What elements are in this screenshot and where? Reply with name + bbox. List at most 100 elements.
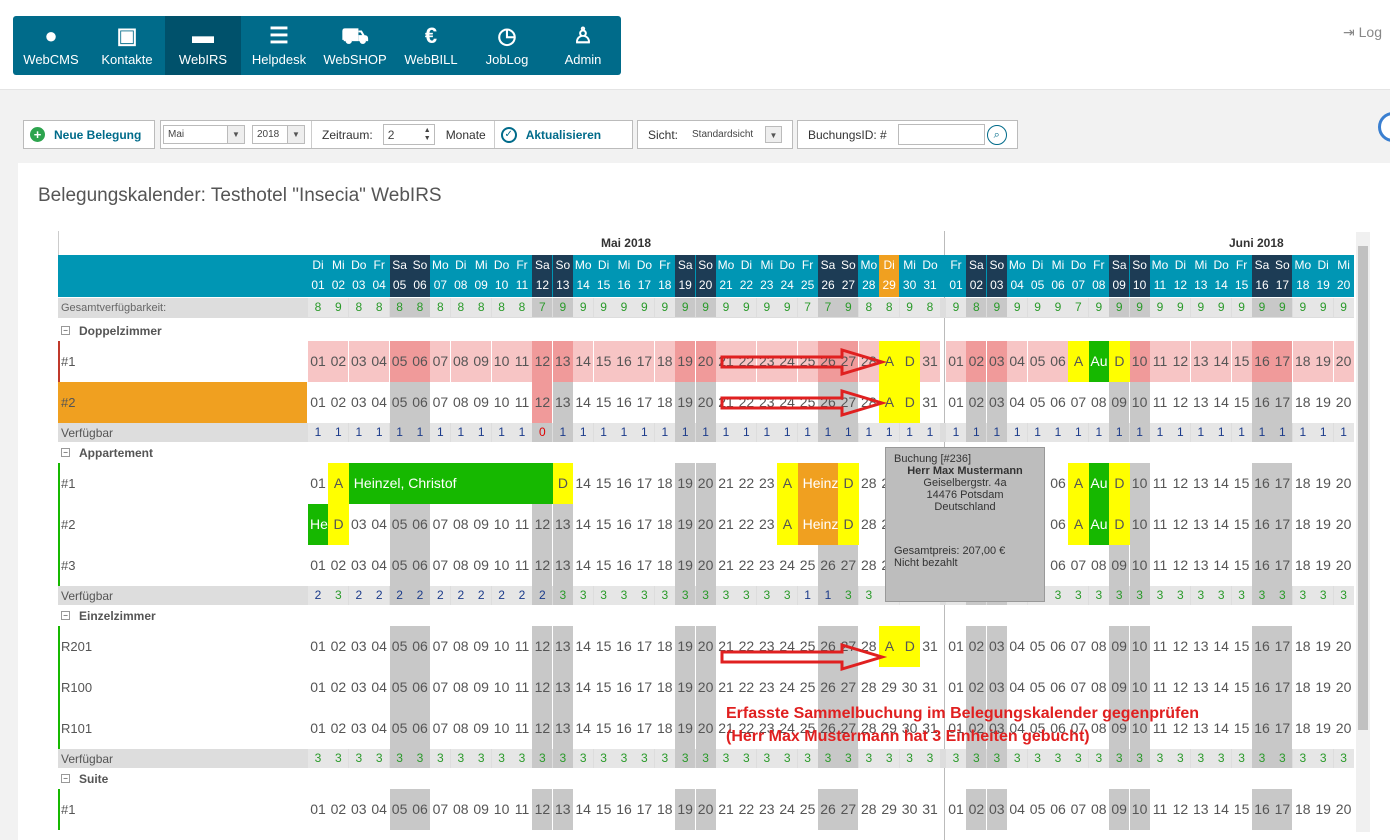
day-cell[interactable]: 03 [986, 626, 1007, 667]
nav-item-webirs[interactable]: ▬ WebIRS [165, 16, 241, 75]
day-cell[interactable]: 14 [1211, 341, 1232, 382]
day-cell[interactable]: 16 [614, 504, 634, 545]
day-cell[interactable]: 09 [471, 708, 492, 749]
day-cell[interactable]: 08 [450, 504, 471, 545]
day-cell[interactable]: 03 [986, 708, 1007, 749]
booking-block[interactable]: A [879, 382, 900, 423]
day-cell[interactable]: 13 [1190, 626, 1211, 667]
day-cell[interactable]: 05 [389, 545, 410, 586]
day-cell[interactable]: 10 [1129, 667, 1150, 708]
day-cell[interactable]: 21 [716, 708, 736, 749]
day-cell[interactable]: 06 [410, 789, 430, 830]
day-cell[interactable]: 17 [634, 667, 655, 708]
day-cell[interactable]: 16 [1252, 545, 1272, 586]
day-cell[interactable]: 12 [532, 504, 553, 545]
day-cell[interactable]: 19 [675, 382, 696, 423]
booking-block[interactable]: Au [1088, 463, 1110, 504]
day-cell[interactable]: 10 [1129, 708, 1150, 749]
booking-block[interactable]: D [552, 463, 574, 504]
day-cell[interactable]: 19 [1313, 463, 1334, 504]
day-cell[interactable]: 27 [838, 545, 859, 586]
day-cell[interactable]: 16 [1252, 382, 1272, 423]
nav-item-webshop[interactable]: ⛟ WebSHOP [323, 23, 387, 68]
day-cell[interactable]: 18 [1292, 504, 1313, 545]
day-cell[interactable]: 17 [634, 545, 655, 586]
day-cell[interactable]: 09 [1109, 708, 1130, 749]
day-cell[interactable]: 17 [1272, 667, 1293, 708]
day-cell[interactable]: 21 [716, 545, 736, 586]
nav-item-joblog[interactable]: ◷ JobLog [485, 23, 529, 68]
day-cell[interactable]: 24 [777, 341, 798, 382]
day-cell[interactable]: 05 [1027, 382, 1048, 423]
day-cell[interactable]: 20 [695, 504, 716, 545]
day-cell[interactable]: 12 [1170, 708, 1191, 749]
day-cell[interactable]: 04 [369, 504, 390, 545]
day-cell[interactable]: 12 [1170, 341, 1191, 382]
day-cell[interactable]: 18 [654, 545, 675, 586]
day-cell[interactable]: 28 [858, 504, 879, 545]
day-cell[interactable]: 03 [986, 341, 1007, 382]
day-cell[interactable]: 03 [348, 382, 369, 423]
day-cell[interactable]: 19 [675, 545, 696, 586]
day-cell[interactable]: 29 [879, 789, 900, 830]
day-cell[interactable]: 02 [328, 667, 349, 708]
day-cell[interactable]: 16 [614, 708, 634, 749]
day-cell[interactable]: 01 [946, 626, 966, 667]
day-cell[interactable]: 14 [1211, 708, 1232, 749]
day-cell[interactable]: 20 [1333, 504, 1354, 545]
day-cell[interactable]: 14 [573, 667, 594, 708]
day-cell[interactable]: 10 [1129, 626, 1150, 667]
day-cell[interactable]: 01 [308, 382, 328, 423]
day-cell[interactable]: 08 [450, 708, 471, 749]
day-cell[interactable]: 09 [471, 341, 492, 382]
day-cell[interactable]: 23 [756, 708, 777, 749]
stepper-arrows-icon[interactable]: ▲ ▼ [423, 126, 431, 142]
room-label[interactable]: #2 [61, 517, 76, 532]
day-cell[interactable]: 23 [756, 789, 777, 830]
day-cell[interactable]: 24 [777, 545, 798, 586]
day-cell[interactable]: 03 [348, 667, 369, 708]
day-cell[interactable]: 30 [899, 667, 920, 708]
day-cell[interactable]: 31 [920, 626, 940, 667]
day-cell[interactable]: 14 [573, 708, 594, 749]
day-cell[interactable]: 09 [1109, 545, 1130, 586]
day-cell[interactable]: 29 [879, 708, 900, 749]
day-cell[interactable]: 01 [308, 626, 328, 667]
day-cell[interactable]: 05 [1027, 789, 1048, 830]
day-cell[interactable]: 20 [695, 708, 716, 749]
day-cell[interactable]: 01 [946, 382, 966, 423]
day-cell[interactable]: 18 [654, 504, 675, 545]
day-cell[interactable]: 20 [695, 341, 716, 382]
day-cell[interactable]: 04 [1007, 789, 1028, 830]
day-cell[interactable]: 27 [838, 667, 859, 708]
day-cell[interactable]: 20 [695, 545, 716, 586]
room-label[interactable]: #3 [61, 558, 76, 573]
vertical-scrollbar[interactable] [1356, 232, 1370, 832]
scrollbar-thumb[interactable] [1358, 246, 1368, 730]
day-cell[interactable]: 11 [1150, 463, 1170, 504]
day-cell[interactable]: 06 [1048, 504, 1068, 545]
day-cell[interactable]: 18 [1292, 341, 1313, 382]
day-cell[interactable]: 05 [389, 504, 410, 545]
day-cell[interactable]: 03 [348, 545, 369, 586]
day-cell[interactable]: 10 [491, 382, 512, 423]
day-cell[interactable]: 05 [1027, 626, 1048, 667]
day-cell[interactable]: 05 [389, 789, 410, 830]
day-cell[interactable]: 25 [797, 667, 818, 708]
day-cell[interactable]: 22 [736, 382, 757, 423]
day-cell[interactable]: 04 [1007, 341, 1028, 382]
day-cell[interactable]: 24 [777, 667, 798, 708]
day-cell[interactable]: 09 [1109, 789, 1130, 830]
day-cell[interactable]: 09 [471, 626, 492, 667]
day-cell[interactable]: 17 [1272, 504, 1293, 545]
day-cell[interactable]: 14 [1211, 667, 1232, 708]
day-cell[interactable]: 04 [369, 789, 390, 830]
day-cell[interactable]: 18 [654, 708, 675, 749]
day-cell[interactable]: 27 [838, 789, 859, 830]
day-cell[interactable]: 02 [328, 545, 349, 586]
day-cell[interactable]: 15 [593, 545, 614, 586]
room-group-header[interactable]: − Doppelzimmer [58, 320, 307, 341]
day-cell[interactable]: 16 [1252, 341, 1272, 382]
day-cell[interactable]: 18 [1292, 545, 1313, 586]
room-group-header[interactable]: − Einzelzimmer [58, 605, 307, 626]
